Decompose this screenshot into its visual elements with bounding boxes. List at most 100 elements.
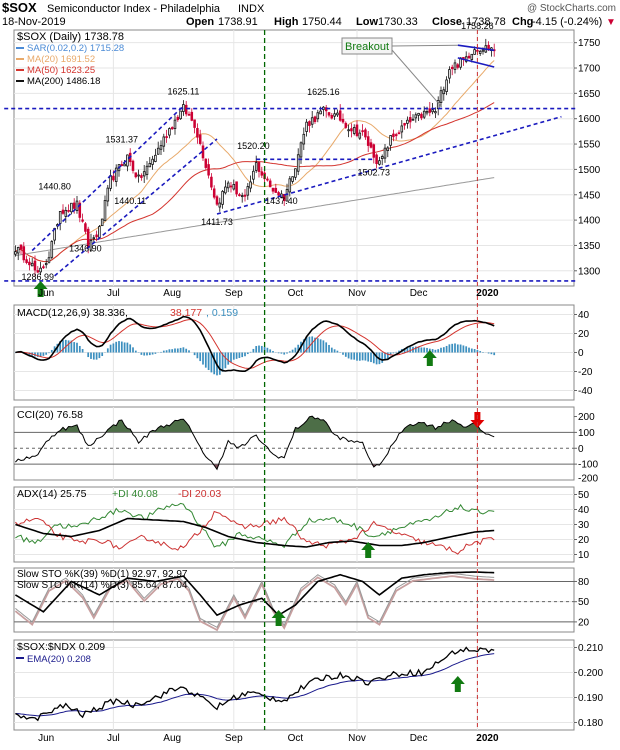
candle-body [50,241,54,258]
ma50-line [15,102,495,263]
close-value: 1738.78 [466,16,506,28]
macd-histogram-bar [168,349,171,353]
macd-histogram-bar [25,352,28,355]
macd-hist-value: , 0.159 [206,307,238,319]
macd-histogram-bar [92,352,95,360]
candle-body [434,111,437,114]
candle-body [170,127,174,130]
y-tick-label: 20 [578,617,590,628]
macd-histogram-bar [67,340,70,353]
macd-histogram-bar [249,351,252,353]
y-tick-label: 50 [578,490,590,501]
candle-body [106,187,110,202]
x-axis-label: Jun [38,733,54,744]
macd-histogram-bar [269,349,272,353]
macd-histogram-bar [106,348,109,353]
candle-body [347,129,350,132]
candle-body [350,128,353,132]
candle-body [249,181,252,189]
macd-histogram-bar [398,350,400,353]
macd-histogram-bar [202,352,204,365]
candle-body [196,128,199,138]
candle-body [162,136,166,147]
ratio-panel: 0.180 0.190 0.200 0.210 $SOX:$NDX 0.209EMA(2… [13,639,603,731]
macd-histogram-bar [224,352,227,369]
channel-upper-line [31,105,184,252]
candle-body [291,176,294,182]
x-axis-label: Dec [410,288,428,299]
candle-body [478,50,482,54]
macd-histogram-bar [232,352,235,360]
macd-histogram-bar [389,352,392,356]
panel-border [13,639,575,731]
candle-body [243,194,247,197]
macd-histogram-bar [328,344,330,353]
candle-body [252,170,255,180]
candle-body [98,226,101,238]
exchange: INDX [238,3,265,15]
candle-body [25,259,28,263]
x-axis-label: Dec [410,733,428,744]
candle-body [148,162,152,168]
price-label: 1440.80 [38,182,71,192]
macd-histogram-bar [134,350,137,353]
macd-histogram-bar [235,352,238,359]
macd-histogram-bar [375,352,378,365]
candle-body [445,79,448,92]
macd-histogram-bar [372,352,375,364]
low-label: Low [356,16,378,28]
index-name: Semiconductor Index - Philadelphia [47,3,221,15]
macd-histogram-bar [479,351,482,353]
channel-lower-line [54,138,218,277]
macd-histogram-bar [154,352,157,354]
breakout-upper-line [457,44,495,52]
price-label: 1531.37 [106,135,139,145]
plus-di-line [15,502,495,549]
macd-histogram-bar [258,345,260,353]
breakout-callout-text: Breakout [345,41,389,53]
candle-body [470,53,474,60]
candle-body [372,144,376,158]
macd-histogram-bar [286,352,288,354]
x-axis-label: Sep [225,733,243,744]
macd-histogram-bar [417,346,420,353]
macd-histogram-bar [465,346,468,353]
cci-oversold-fill [15,464,495,470]
macd-histogram-bar [129,344,132,353]
stochastic-panel: 20 50 80 Slow STO %K(39) %D(1) 92.97, 92.97… [13,567,590,633]
candle-body [47,257,51,263]
candle-body [30,262,34,267]
candle-body [137,174,140,177]
macd-histogram-bar [319,339,322,353]
candle-body [187,113,191,116]
cci-panel: -100 0 100 200 CCI(20) 76.58 -200 [13,406,598,484]
macd-histogram-bar [255,346,258,353]
candle-body [173,119,177,129]
y-tick-label: 1450 [578,190,601,201]
candle-body [414,114,418,119]
price-label: 1411.73 [201,217,233,227]
candle-body [386,147,390,151]
macd-histogram-bar [109,344,112,353]
macd-histogram-bar [238,352,241,358]
sell-arrow-icon [470,412,485,428]
y-tick-label: 1550 [578,140,601,151]
macd-title: MACD(12,26,9) 38.336, [17,307,128,319]
chart-header: $SOX Semiconductor Index - Philadelphia … [2,0,616,28]
candle-body [78,202,82,218]
candle-body [442,89,446,95]
y-tick-label: -200 [578,473,598,484]
macd-histogram-bar [392,352,395,354]
macd-histogram-bar [356,352,358,361]
candle-body [240,195,244,198]
macd-histogram-bar [409,346,412,353]
macd-histogram-bar [162,350,165,353]
macd-histogram-bar [112,343,115,353]
macd-histogram-bar [59,341,62,353]
minus-di-value: -DI 20.03 [178,488,221,500]
macd-histogram-bar [70,340,73,353]
macd-histogram-bar [182,347,185,353]
price-label: 1520.20 [237,141,270,151]
macd-histogram-bar [246,352,249,355]
candle-body [456,64,460,68]
